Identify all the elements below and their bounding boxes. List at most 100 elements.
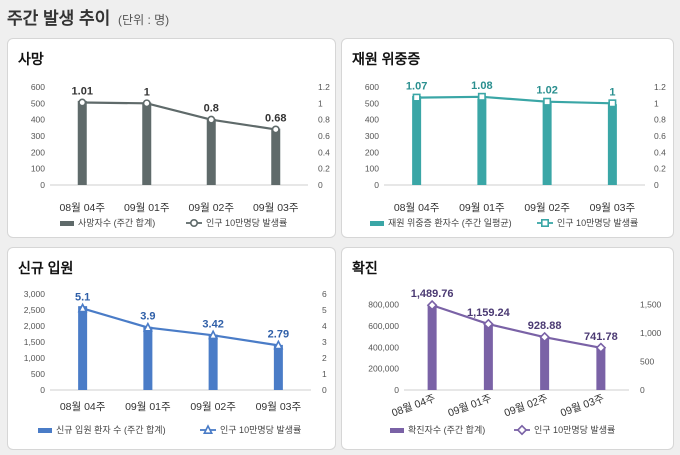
y2-tick-label: 0 [318, 180, 323, 190]
bar [427, 304, 437, 390]
line-marker [595, 342, 607, 354]
y2-tick-label: 1,000 [640, 328, 662, 338]
category-label: 09월 03주 [590, 202, 636, 214]
bar [596, 347, 606, 390]
data-label: 2.79 [268, 328, 289, 340]
y2-tick-label: 2 [322, 353, 327, 363]
legend-bar-swatch [60, 221, 74, 226]
data-label: 1,159.24 [467, 307, 511, 319]
y-tick-label: 400 [31, 115, 45, 125]
category-label: 09월 02주 [190, 401, 236, 413]
legend: 확진자수 (주간 합계) 인구 10만명당 발생률 [390, 424, 615, 436]
data-label: 1 [609, 86, 615, 98]
chart-confirmed: 0 200,000 400,000 600,000 800,000 0 500 1,000 1,… [368, 288, 662, 436]
bar [607, 104, 617, 185]
y-tick-label: 2,500 [24, 305, 46, 315]
bar [143, 326, 153, 390]
y2-tick-label: 5 [322, 305, 327, 315]
data-label: 928.88 [528, 320, 562, 332]
categories: 08월 04주 09월 01주 09월 02주 09월 03주 [390, 392, 606, 419]
y-tick-label: 200 [365, 147, 379, 157]
y-tick-label: 300 [31, 131, 45, 141]
y-tick-label: 300 [365, 131, 379, 141]
legend: 사망자수 (주간 합계) 인구 10만명당 발생률 [60, 217, 287, 228]
bar [477, 98, 487, 185]
legend-bar-swatch [370, 221, 384, 226]
y-tick-label: 1,500 [24, 337, 46, 347]
axes: 0 500 1,000 1,500 2,000 2,500 3,000 0 1 2 3 4 5 6 [24, 289, 327, 395]
axes: 0 100 200 300 400 500 600 0 0.2 0.4 0.6 0.8 1 1.2 [365, 82, 666, 190]
y2-tick-label: 1.2 [654, 82, 666, 92]
bar [78, 306, 88, 390]
y-tick-label: 100 [31, 164, 45, 174]
y2-tick-label: 1 [654, 98, 659, 108]
categories: 08월 04주 09월 01주 09월 02주 09월 03주 [394, 202, 636, 214]
axes: 0 100 200 300 400 500 600 0 0.2 0.4 0.6 0.8 1 1.2 [31, 82, 330, 190]
chart-severe: 0 100 200 300 400 500 600 0 0.2 0.4 0.6 0.8 1 1.2 08월 … [365, 80, 666, 228]
panel-admission: 신규 입원 0 500 1,000 1,500 2,000 2,500 3,000 0 1 2 3 4… [7, 247, 336, 450]
line-marker [477, 92, 486, 101]
y-tick-label: 400,000 [368, 342, 399, 352]
rate-line: 1.01 1 0.8 0.68 [72, 86, 286, 134]
bar [208, 334, 218, 390]
data-label: 1.02 [536, 85, 557, 97]
rate-line: 1,489.76 1,159.24 928.88 741.78 [411, 288, 618, 354]
legend-line-label: 인구 10만명당 발생률 [534, 425, 615, 435]
category-label: 09월 01주 [124, 202, 170, 214]
y2-tick-label: 1 [318, 98, 323, 108]
data-label: 5.1 [75, 291, 90, 303]
bars [78, 306, 283, 390]
y-tick-label: 2,000 [24, 321, 46, 331]
bar [483, 323, 493, 390]
legend-line-marker [190, 219, 199, 228]
unit-note: (단위 : 명) [118, 13, 170, 27]
bar [542, 102, 552, 185]
y2-tick-label: 0.4 [318, 147, 330, 157]
series-line [416, 95, 613, 105]
y2-tick-label: 0 [322, 385, 327, 395]
y-tick-label: 200 [31, 147, 45, 157]
line-marker [539, 331, 550, 343]
legend-bar-label: 신규 입원 환자 수 (주간 합계) [56, 424, 166, 435]
series-line [82, 101, 276, 131]
chart-admission: 0 500 1,000 1,500 2,000 2,500 3,000 0 1 2 3 4 5 6 08월 … [24, 289, 327, 435]
line-marker [208, 329, 219, 340]
y-tick-label: 600 [31, 82, 45, 92]
rate-line: 5.1 3.9 3.42 2.79 [75, 291, 289, 350]
data-label: 3.9 [140, 311, 155, 323]
category-label: 08월 04주 [60, 401, 106, 413]
y2-tick-label: 1.2 [318, 82, 330, 92]
rate-line: 1.07 1.08 1.02 1 [406, 80, 617, 108]
categories: 08월 04주 09월 01주 09월 02주 09월 03주 [60, 401, 302, 413]
line-marker [77, 302, 88, 313]
y2-tick-label: 500 [640, 357, 654, 367]
line-marker [271, 125, 280, 134]
bar [77, 100, 87, 185]
chart-death: 0 100 200 300 400 500 600 0 0.2 0.4 0.6 0.8 1 1.2 08월 … [31, 82, 330, 228]
panel-confirmed: 확진 0 200,000 400,000 600,000 800,000 0 500 1,00… [341, 247, 674, 450]
y2-tick-label: 3 [322, 337, 327, 347]
y-tick-label: 500 [365, 98, 379, 108]
y2-tick-label: 0.8 [318, 115, 330, 125]
y2-tick-label: 0 [654, 180, 659, 190]
series-line [431, 304, 602, 349]
y2-tick-label: 0.6 [318, 131, 330, 141]
line-marker [142, 99, 151, 108]
data-label: 3.42 [202, 318, 223, 330]
page-title: 주간 발생 추이 (단위 : 명) [7, 4, 169, 29]
data-label: 1.07 [406, 81, 427, 93]
line-marker [543, 97, 552, 106]
line-marker [78, 98, 87, 107]
y-tick-label: 500 [31, 98, 45, 108]
data-label: 741.78 [584, 331, 618, 343]
panel-death: 사망 0 100 200 300 400 500 600 0 0.2 0.4 0.6 0.8 1 1.2 0… [7, 38, 336, 238]
y2-tick-label: 0 [640, 385, 645, 395]
line-marker [608, 99, 617, 108]
legend-bar-swatch [390, 428, 404, 433]
category-label: 09월 01주 [459, 202, 505, 214]
category-label: 09월 01주 [446, 392, 493, 419]
line-marker [273, 339, 284, 350]
y-tick-label: 0 [40, 385, 45, 395]
panel-severe: 재원 위중증 0 100 200 300 400 500 600 0 0.2 0.4 0.6 0.8 1… [341, 38, 674, 238]
y-tick-label: 100 [365, 164, 379, 174]
